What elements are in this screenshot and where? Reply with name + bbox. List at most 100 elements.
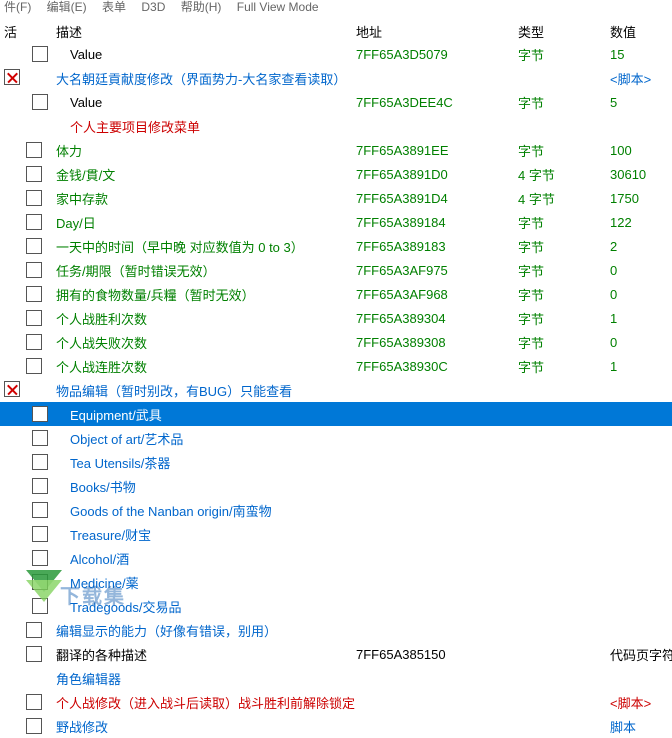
table-row[interactable]: Value7FF65A3DEE4C字节5 — [0, 90, 672, 114]
table-row[interactable]: Medicine/薬 — [0, 570, 672, 594]
menu-d3d[interactable]: D3D — [141, 0, 165, 14]
cell-value[interactable]: 30610 — [610, 167, 672, 182]
table-row[interactable]: 个人主要项目修改菜单 — [0, 114, 672, 138]
active-checkbox[interactable] — [32, 430, 48, 446]
table-row[interactable]: 个人战胜利次数7FF65A389304字节1 — [0, 306, 672, 330]
cell-description[interactable]: 任务/期限（暂时错误无效） — [56, 261, 356, 280]
cell-address[interactable]: 7FF65A3D5079 — [356, 47, 518, 62]
cell-value[interactable]: 1750 — [610, 191, 672, 206]
table-row[interactable]: 个人战修改（进入战斗后读取）战斗胜利前解除锁定！不然会跳出游戏！！）<脚本> — [0, 690, 672, 714]
cell-address[interactable]: 7FF65A38930C — [356, 359, 518, 374]
active-checkbox[interactable] — [32, 454, 48, 470]
cell-description[interactable]: 物品编辑（暂时别改，有BUG）只能查看 — [56, 381, 356, 400]
active-checkbox[interactable] — [26, 238, 42, 254]
table-row[interactable]: 翻译的各种描述7FF65A385150代码页字符串[要做什么 — [0, 642, 672, 666]
table-row[interactable]: Treasure/财宝 — [0, 522, 672, 546]
cell-address[interactable]: 7FF65A3891D4 — [356, 191, 518, 206]
cell-value[interactable]: 1 — [610, 359, 672, 374]
cell-description[interactable]: 个人战修改（进入战斗后读取）战斗胜利前解除锁定！不然会跳出游戏！！） — [56, 693, 356, 712]
active-checkbox[interactable] — [26, 214, 42, 230]
cell-description[interactable]: 家中存款 — [56, 189, 356, 208]
table-row[interactable]: Object of art/艺术品 — [0, 426, 672, 450]
table-row[interactable]: 个人战失败次数7FF65A389308字节0 — [0, 330, 672, 354]
table-row[interactable]: 个人战连胜次数7FF65A38930C字节1 — [0, 354, 672, 378]
table-row[interactable]: 角色编辑器 — [0, 666, 672, 690]
cell-type[interactable]: 字节 — [518, 357, 610, 376]
table-row[interactable]: Value7FF65A3D5079字节15 — [0, 42, 672, 66]
menu-edit[interactable]: 编辑(E) — [47, 0, 87, 14]
table-row[interactable]: 一天中的时间（早中晚 对应数值为 0 to 3）7FF65A389183字节2 — [0, 234, 672, 258]
cell-value[interactable]: 100 — [610, 143, 672, 158]
header-active[interactable]: 活 — [0, 22, 26, 41]
active-checkbox[interactable] — [32, 502, 48, 518]
cell-value[interactable]: 0 — [610, 263, 672, 278]
cell-type[interactable]: 字节 — [518, 93, 610, 112]
cell-type[interactable]: 字节 — [518, 213, 610, 232]
active-checkbox[interactable] — [26, 358, 42, 374]
cell-address[interactable]: 7FF65A3891EE — [356, 143, 518, 158]
active-checkbox[interactable] — [4, 69, 20, 85]
cell-type[interactable]: 字节 — [518, 261, 610, 280]
active-checkbox[interactable] — [26, 646, 42, 662]
table-row[interactable]: Day/日7FF65A389184字节122 — [0, 210, 672, 234]
table-row[interactable]: Tradegoods/交易品 — [0, 594, 672, 618]
cell-type[interactable]: 字节 — [518, 333, 610, 352]
cell-description[interactable]: 个人战胜利次数 — [56, 309, 356, 328]
header-address[interactable]: 地址 — [356, 22, 518, 41]
cell-description[interactable]: 角色编辑器 — [56, 669, 356, 688]
active-checkbox[interactable] — [32, 46, 48, 62]
header-description[interactable]: 描述 — [56, 22, 356, 41]
table-row[interactable]: Goods of the Nanban origin/南蛮物 — [0, 498, 672, 522]
header-type[interactable]: 类型 — [518, 22, 610, 41]
header-value[interactable]: 数值 — [610, 22, 672, 41]
active-checkbox[interactable] — [26, 286, 42, 302]
cell-description[interactable]: 翻译的各种描述 — [56, 645, 356, 664]
cell-description[interactable]: Day/日 — [56, 213, 356, 232]
cell-type[interactable]: 字节 — [518, 45, 610, 64]
active-checkbox[interactable] — [26, 718, 42, 734]
cell-type[interactable]: 字节 — [518, 309, 610, 328]
cell-type[interactable]: 字节 — [518, 285, 610, 304]
cell-address[interactable]: 7FF65A389304 — [356, 311, 518, 326]
cell-description[interactable]: 一天中的时间（早中晚 对应数值为 0 to 3） — [56, 237, 356, 256]
table-row[interactable]: 任务/期限（暂时错误无效）7FF65A3AF975字节0 — [0, 258, 672, 282]
active-checkbox[interactable] — [32, 598, 48, 614]
table-row[interactable]: 拥有的食物数量/兵糧（暂时无效）7FF65A3AF968字节0 — [0, 282, 672, 306]
cell-value[interactable]: 15 — [610, 47, 672, 62]
cell-value[interactable]: 脚本 — [610, 717, 672, 736]
cell-description[interactable]: Alcohol/酒 — [56, 549, 356, 568]
active-checkbox[interactable] — [32, 574, 48, 590]
cell-address[interactable]: 7FF65A389184 — [356, 215, 518, 230]
cell-address[interactable]: 7FF65A389183 — [356, 239, 518, 254]
cell-address[interactable]: 7FF65A3AF968 — [356, 287, 518, 302]
cell-description[interactable]: Object of art/艺术品 — [56, 429, 356, 448]
table-row[interactable]: Books/书物 — [0, 474, 672, 498]
active-checkbox[interactable] — [26, 166, 42, 182]
active-checkbox[interactable] — [26, 622, 42, 638]
table-row[interactable]: 家中存款7FF65A3891D44 字节1750 — [0, 186, 672, 210]
menu-file[interactable]: 件(F) — [4, 0, 31, 14]
active-checkbox[interactable] — [26, 310, 42, 326]
cell-description[interactable]: 拥有的食物数量/兵糧（暂时无效） — [56, 285, 356, 304]
cell-value[interactable]: 2 — [610, 239, 672, 254]
menu-help[interactable]: 帮助(H) — [181, 0, 222, 14]
cell-value[interactable]: 0 — [610, 335, 672, 350]
cell-description[interactable]: 个人战失败次数 — [56, 333, 356, 352]
cell-description[interactable]: Tradegoods/交易品 — [56, 597, 356, 616]
cell-type[interactable]: 字节 — [518, 237, 610, 256]
cell-value[interactable]: 0 — [610, 287, 672, 302]
cell-description[interactable]: Value — [56, 47, 356, 62]
cell-type[interactable]: 字节 — [518, 141, 610, 160]
cell-value[interactable]: 5 — [610, 95, 672, 110]
active-checkbox[interactable] — [32, 550, 48, 566]
cell-type[interactable]: 4 字节 — [518, 165, 610, 184]
menu-fullview[interactable]: Full View Mode — [237, 0, 319, 14]
cell-description[interactable]: Goods of the Nanban origin/南蛮物 — [56, 501, 356, 520]
active-checkbox[interactable] — [26, 262, 42, 278]
table-row[interactable]: 野战修改脚本 — [0, 714, 672, 738]
active-checkbox[interactable] — [32, 478, 48, 494]
table-row[interactable]: 大名朝廷貢献度修改（界面势力-大名家查看读取）<脚本> — [0, 66, 672, 90]
active-checkbox[interactable] — [32, 526, 48, 542]
active-checkbox[interactable] — [26, 334, 42, 350]
active-checkbox[interactable] — [26, 142, 42, 158]
